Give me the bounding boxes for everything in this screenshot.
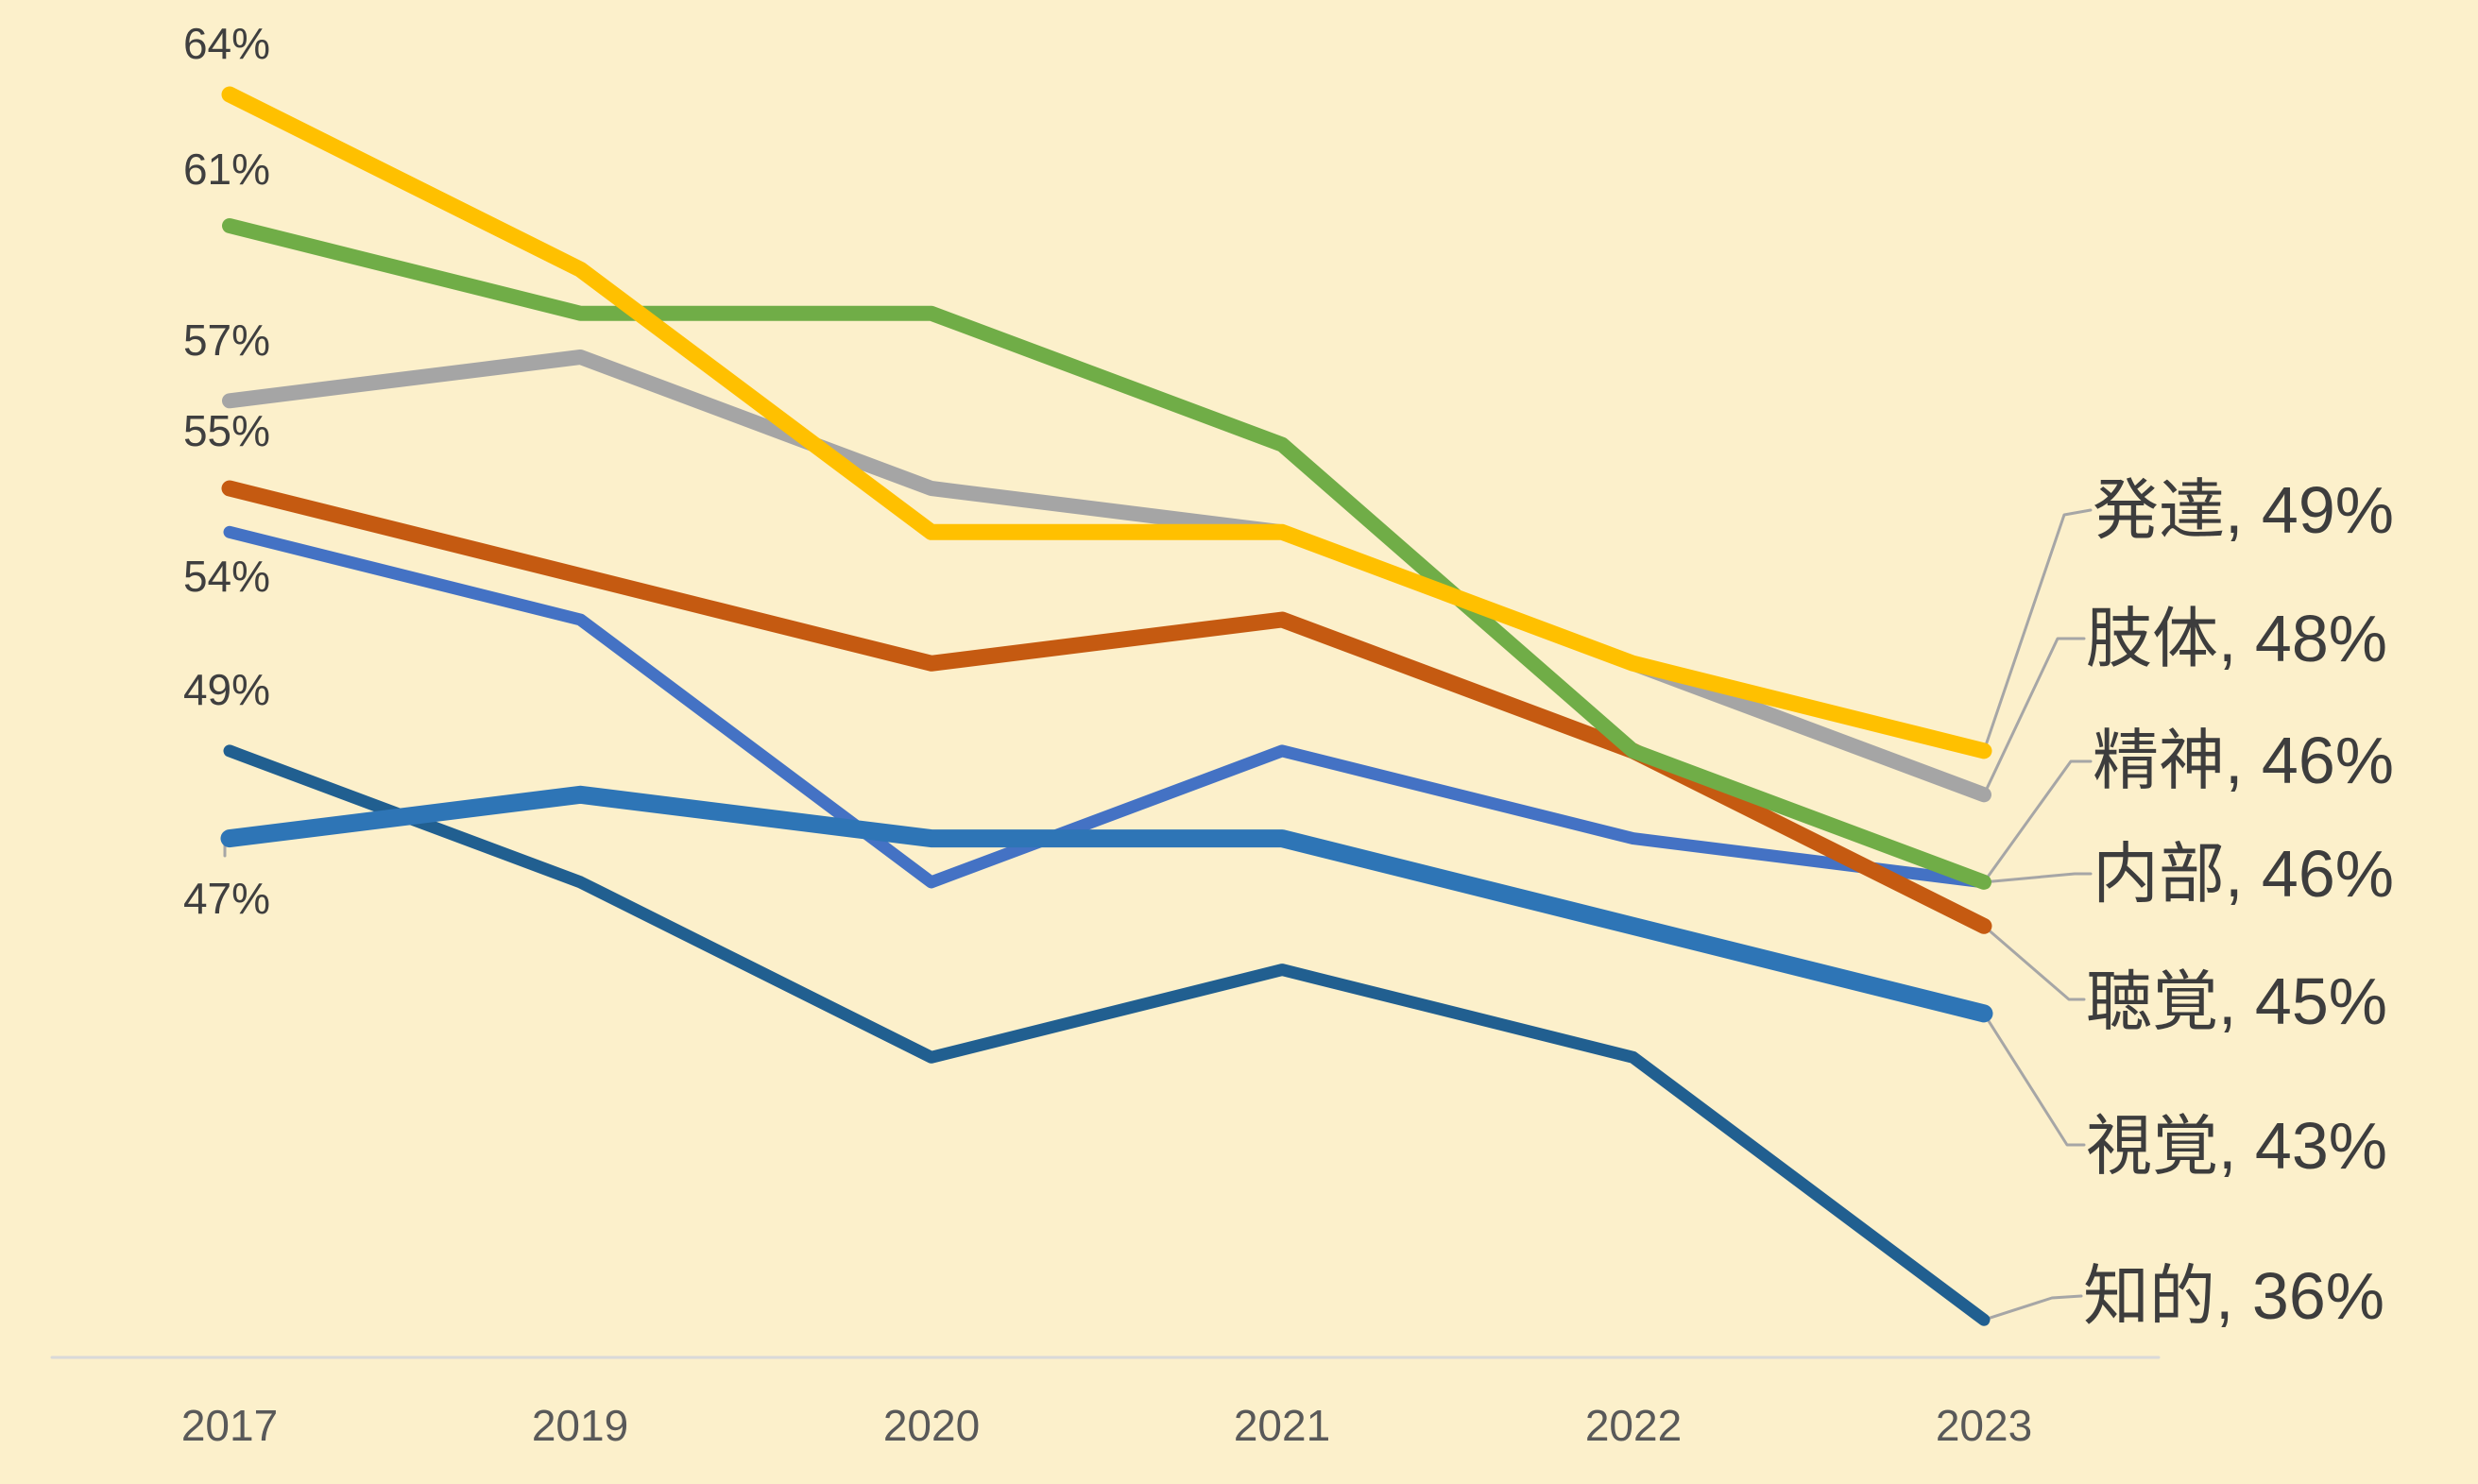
leader-line-2 — [1982, 759, 2093, 884]
callout-seishin: 精神, 46% — [2093, 724, 2394, 797]
callout-shitai: 肢体, 48% — [2086, 602, 2387, 675]
x-tick-2017: 2017 — [180, 1401, 279, 1450]
x-tick-2023: 2023 — [1935, 1401, 2033, 1450]
leader-line-4 — [1982, 924, 2086, 1001]
data-label-hattatsu-start: 64% — [182, 19, 271, 68]
callout-hattatsu: 発達, 49% — [2093, 473, 2394, 547]
series-line-3 — [223, 525, 1991, 889]
series-line-0 — [221, 86, 1992, 759]
leader-line-0 — [1982, 508, 2093, 753]
callout-naibu: 内部, 46% — [2093, 837, 2394, 911]
data-label-chiteki-start: 49% — [182, 665, 271, 714]
data-label-naibu-start: 54% — [182, 552, 271, 601]
callout-chiteki: 知的, 36% — [2083, 1259, 2384, 1333]
series-line-5 — [220, 785, 1993, 1023]
data-label-shikaku-start: 47% — [182, 874, 271, 923]
x-tick-2019: 2019 — [531, 1401, 629, 1450]
leader-line-6 — [1982, 1294, 2083, 1322]
series-line-6 — [223, 744, 1991, 1326]
data-label-seishin-start: 61% — [182, 145, 271, 194]
x-tick-2020: 2020 — [882, 1401, 981, 1450]
data-label-choukaku-start: 55% — [182, 406, 271, 455]
leader-line-1 — [1982, 637, 2086, 796]
leader-line-3 — [1982, 872, 2093, 884]
callout-choukaku: 聴覚, 45% — [2086, 964, 2387, 1038]
x-tick-2021: 2021 — [1233, 1401, 1331, 1450]
data-label-shitai-start: 57% — [182, 316, 271, 365]
leader-line-5 — [1982, 1012, 2086, 1147]
series-line-2 — [222, 218, 1991, 890]
x-tick-2022: 2022 — [1584, 1401, 1683, 1450]
callout-shikaku: 視覚, 43% — [2086, 1109, 2387, 1183]
